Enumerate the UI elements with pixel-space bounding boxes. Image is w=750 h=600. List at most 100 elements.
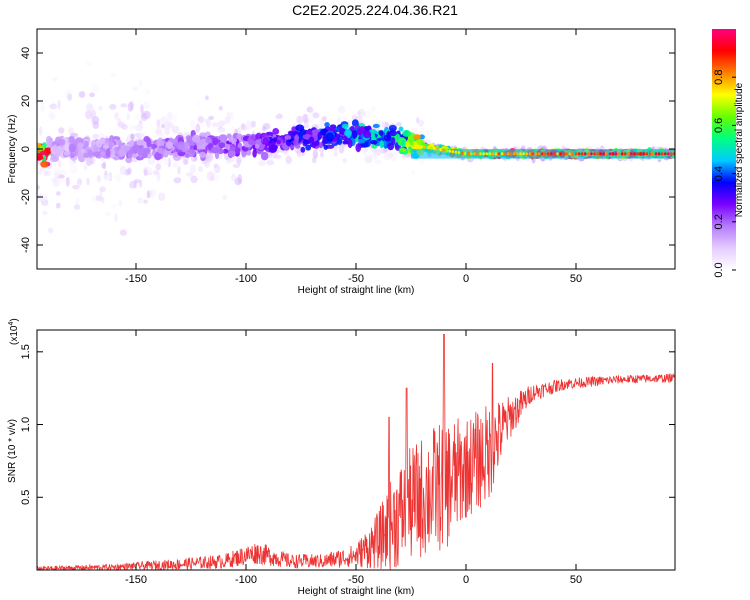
- spectrogram-cell: [442, 148, 445, 152]
- spectrogram-cell: [534, 152, 538, 156]
- spectrogram-cell: [296, 115, 302, 124]
- spectrogram-cell: [135, 155, 144, 161]
- spectrogram-cell: [454, 150, 458, 154]
- spectrogram-cell: [370, 106, 376, 112]
- spectrogram-cell: [605, 152, 609, 156]
- spectrogram-cell: [228, 149, 236, 158]
- spectrogram-cell: [391, 152, 397, 162]
- spectrogram-cell: [210, 175, 215, 182]
- spectrogram-cell: [127, 101, 134, 112]
- spectrogram-cell: [65, 176, 70, 187]
- spectrogram-cell: [342, 157, 348, 164]
- spectrogram-cell: [664, 152, 667, 156]
- spectrogram-cell: [463, 152, 467, 156]
- spectrogram-cell: [171, 125, 180, 134]
- spectrogram-cell: [654, 152, 658, 156]
- spectrogram-cell: [119, 229, 127, 236]
- spectrogram-cell: [85, 61, 92, 67]
- spectrogram-cell: [136, 123, 144, 133]
- spectrogram-cell: [245, 120, 253, 130]
- spectrogram-cell: [72, 184, 80, 190]
- spectrogram-cell: [482, 152, 485, 156]
- spectrogram-cell: [156, 132, 163, 138]
- spectrogram-cell: [255, 132, 261, 140]
- colorbar-tick-label: 0.8: [713, 70, 725, 85]
- spectrogram-cell: [53, 170, 58, 181]
- spectrogram-cell: [132, 86, 139, 92]
- y-tick-label: -20: [20, 189, 32, 205]
- spectrogram-cell: [630, 152, 633, 156]
- spectrogram-cell: [243, 140, 248, 147]
- spectrogram-cell: [642, 152, 646, 156]
- spectrogram-cell: [109, 103, 117, 110]
- spectrogram-cell: [177, 141, 185, 147]
- x-tick-label: 50: [570, 273, 582, 285]
- spectrogram-cell: [190, 175, 198, 184]
- spectrogram-cell: [351, 129, 358, 139]
- spectrogram-cell: [583, 152, 587, 156]
- spectrogram-cell: [248, 139, 255, 146]
- spectrogram-cell: [537, 152, 541, 156]
- spectrogram-cell: [312, 149, 318, 159]
- spectrogram-cell: [40, 102, 45, 113]
- spectrogram-cell: [218, 142, 226, 149]
- spectrogram-cell: [230, 173, 236, 182]
- spectrogram-cell: [305, 144, 312, 151]
- spectrogram-cell: [213, 174, 220, 181]
- spectrogram-cell: [303, 123, 310, 129]
- spectrogram-cell: [154, 151, 162, 161]
- spectrogram-cell: [645, 152, 649, 156]
- spectrogram-cell: [448, 149, 452, 153]
- spectrogram-cell: [104, 211, 112, 216]
- spectrogram-cell: [312, 112, 320, 119]
- spectrogram-cell: [651, 152, 655, 156]
- spectrogram-cell: [158, 192, 166, 202]
- spectrogram-x-axis-label: Height of straight line (km): [298, 285, 415, 296]
- spectrogram-cell: [63, 151, 71, 156]
- spectrogram-cell: [69, 164, 78, 174]
- spectrogram-cell: [372, 123, 380, 128]
- spectrogram-cell: [479, 152, 482, 156]
- spectrogram-cell: [473, 152, 476, 156]
- spectrogram-cell: [358, 138, 366, 144]
- spectrogram-cell: [602, 152, 606, 156]
- spectrogram-cell: [195, 123, 201, 133]
- spectrogram-cell: [242, 147, 249, 152]
- spectrogram-cell: [90, 109, 96, 120]
- spectrogram-cell: [52, 144, 58, 153]
- spectrogram-cell: [60, 169, 68, 176]
- spectrogram-cell: [189, 164, 197, 174]
- spectrogram-cell: [210, 146, 220, 154]
- y-tick-label: 0: [20, 146, 32, 152]
- spectrogram-cell: [37, 170, 43, 175]
- spectrogram-cell: [525, 152, 529, 156]
- spectrogram-cell: [230, 126, 236, 135]
- spectrogram-cell: [320, 153, 325, 159]
- y-tick-label: 20: [20, 95, 32, 107]
- colorbar: 0.0 0.2 0.4 0.6 0.8 Normalized spectral ampl…: [712, 29, 745, 278]
- spectrogram-cell: [39, 125, 43, 136]
- spectrogram-cell: [398, 126, 404, 132]
- spectrogram-cell: [95, 139, 103, 149]
- spectrogram-cell: [137, 197, 144, 204]
- spectrogram-cell: [338, 144, 345, 154]
- spectrogram-cell: [172, 162, 178, 169]
- spectrogram-cell: [433, 147, 436, 151]
- spectrogram-cell: [91, 84, 99, 94]
- spectrogram-cell: [627, 152, 630, 156]
- spectrogram-cell: [284, 135, 292, 140]
- spectrogram-cell: [491, 152, 495, 156]
- spectrogram-cell: [96, 175, 101, 183]
- spectrogram-cell: [115, 174, 122, 183]
- spectrogram-cell: [48, 137, 53, 143]
- spectrogram-cell: [611, 152, 615, 156]
- spectrogram-cell: [516, 152, 519, 156]
- spectrogram-cell: [113, 156, 120, 161]
- spectrogram-cell: [56, 168, 61, 178]
- spectrogram-cell: [302, 139, 311, 145]
- spectrogram-cell: [261, 126, 267, 132]
- spectrogram-cell: [528, 152, 532, 156]
- spectrogram-cell: [418, 119, 425, 127]
- x-tick-label: 0: [463, 574, 469, 586]
